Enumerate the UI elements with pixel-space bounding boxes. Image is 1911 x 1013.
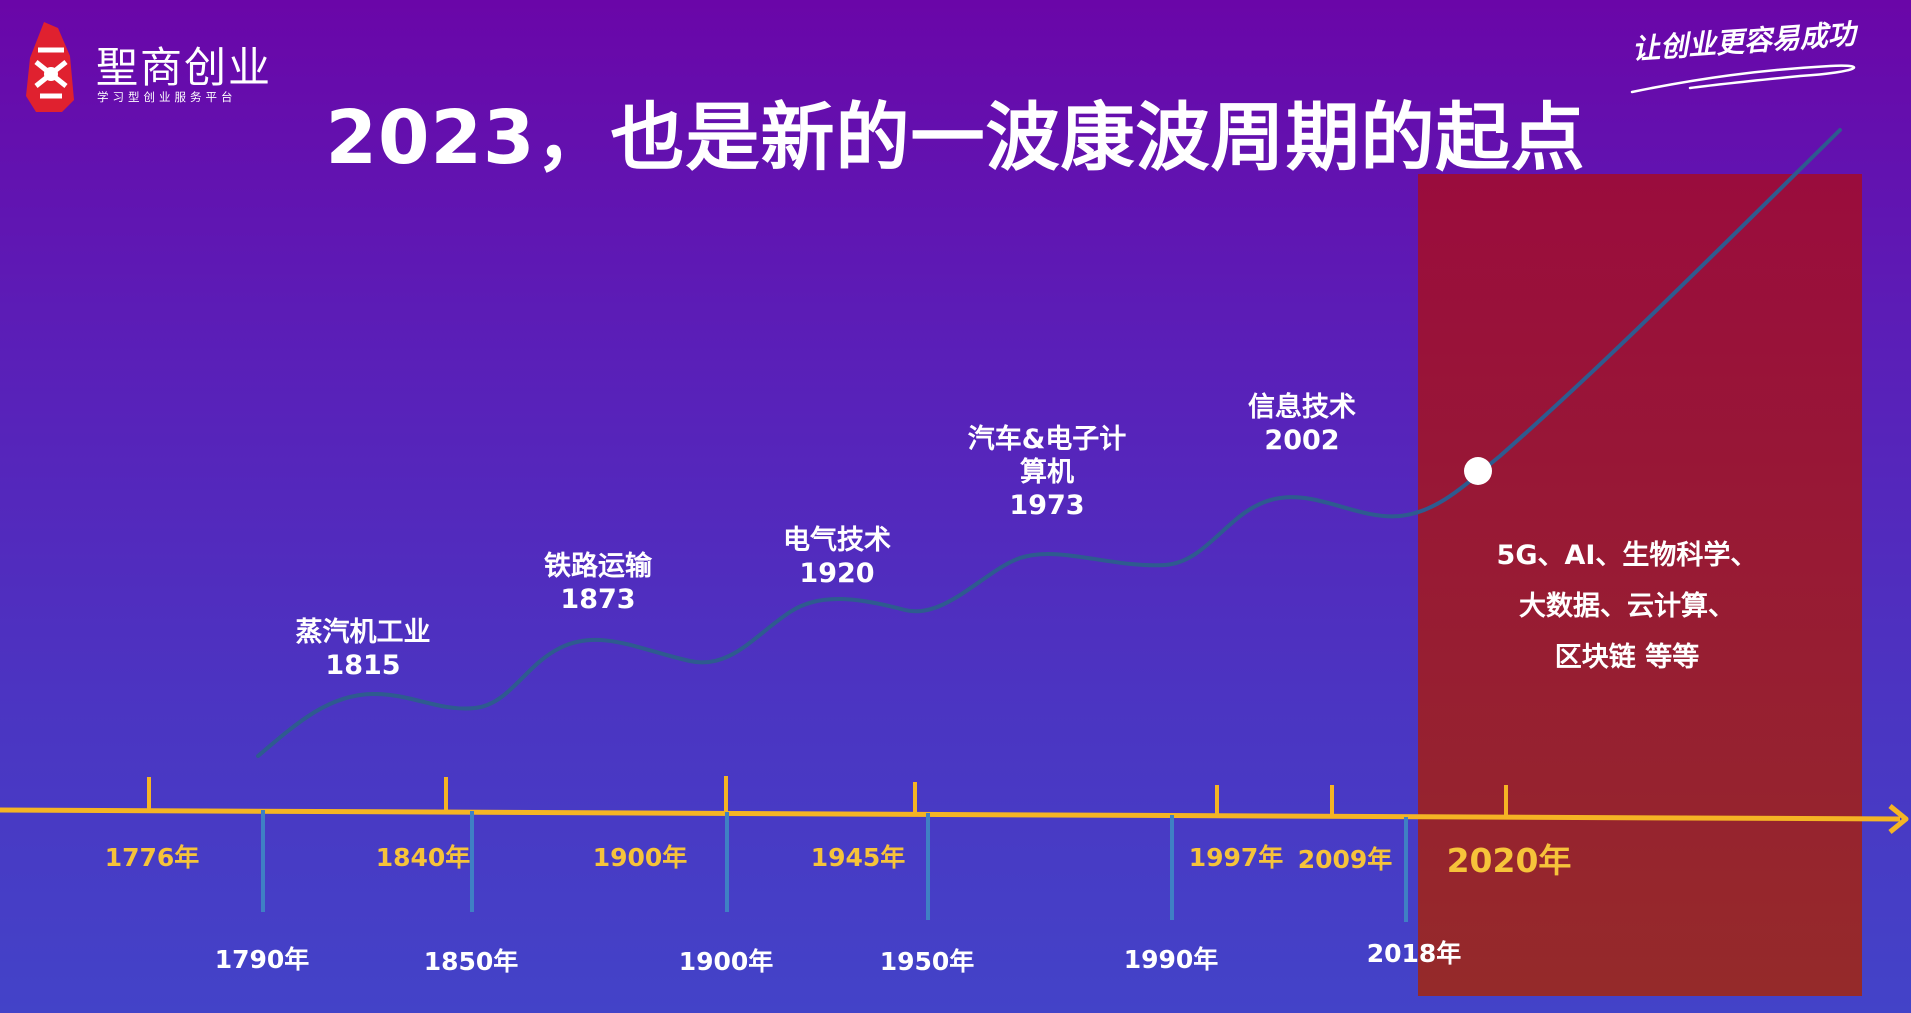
event-year: 1973 (1009, 490, 1085, 521)
lower-tick-label: 1990年 (1123, 945, 1219, 974)
event-name: 汽车&电子计 (967, 424, 1127, 455)
brand-name: 聖商创业 (96, 43, 273, 92)
upper-tick-label: 1776年 (104, 843, 200, 872)
brand-logo-icon (26, 22, 74, 112)
event-name-line2: 算机 (1020, 457, 1074, 488)
brand-tagline: 学习型创业服务平台 (97, 90, 237, 104)
event-label-electric: 电气技术 1920 (687, 524, 987, 590)
timeline-axis (0, 807, 1901, 822)
upper-tick-label: 1840年 (375, 843, 471, 872)
page-title: 2023，也是新的一波康波周期的起点 (325, 95, 1586, 181)
current-point-marker (1464, 457, 1492, 485)
lower-tick-label: 1850年 (423, 947, 519, 976)
event-name: 信息技术 (1248, 392, 1356, 423)
current-tech-line: 区块链 等等 (1554, 642, 1700, 673)
kondratiev-wave-curve (256, 128, 1842, 758)
event-year: 1815 (325, 650, 401, 681)
upper-tick-label: 1997年 (1188, 843, 1284, 872)
lower-tick-label: 2018年 (1366, 939, 1462, 968)
current-tech-list: 5G、AI、生物科学、 大数据、云计算、 区块链 等等 (1462, 530, 1792, 683)
event-year: 2002 (1264, 425, 1340, 456)
axis-arrowhead (1888, 804, 1909, 834)
current-period-panel (1418, 174, 1862, 996)
event-label-railway: 铁路运输 1873 (448, 550, 748, 616)
event-label-info-tech: 信息技术 2002 (1152, 391, 1452, 457)
slogan-swash (1630, 64, 1856, 94)
event-label-steam: 蒸汽机工业 1815 (213, 616, 513, 682)
lower-tick-label: 1900年 (678, 947, 774, 976)
event-year: 1873 (560, 584, 636, 615)
event-year: 1920 (799, 558, 875, 589)
current-tech-line: 5G、AI、生物科学、 (1496, 540, 1758, 571)
upper-tick-label: 2009年 (1297, 845, 1393, 874)
event-name: 电气技术 (783, 525, 891, 556)
lower-tick-label: 1790年 (214, 945, 310, 974)
upper-tick-label-current: 2020年 (1446, 841, 1572, 880)
current-tech-line: 大数据、云计算、 (1519, 591, 1735, 622)
event-name: 蒸汽机工业 (295, 617, 431, 648)
event-label-auto-computer: 汽车&电子计 算机 1973 (897, 423, 1197, 522)
upper-tick-label: 1900年 (592, 843, 688, 872)
upper-tick-label: 1945年 (810, 843, 906, 872)
event-name: 铁路运输 (544, 551, 652, 582)
lower-tick-label: 1950年 (879, 947, 975, 976)
